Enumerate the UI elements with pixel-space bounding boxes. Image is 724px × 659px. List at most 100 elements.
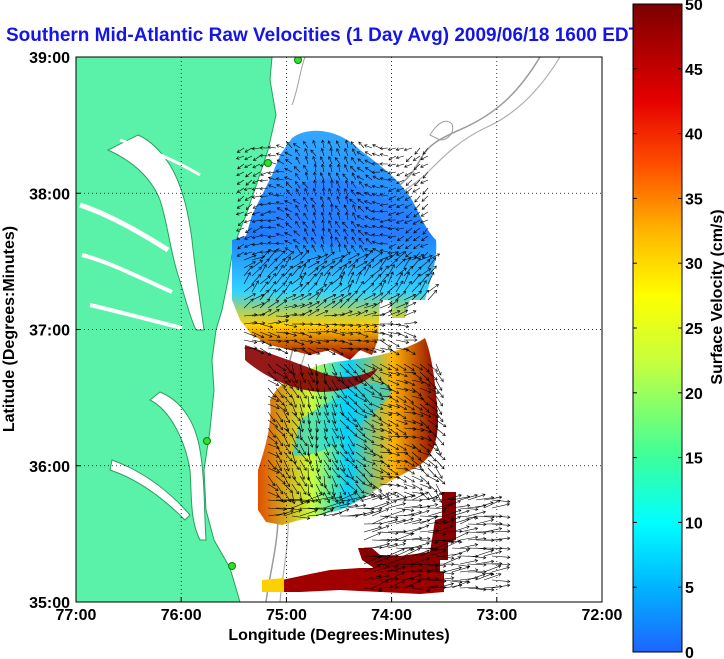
velocity-arrow-head bbox=[434, 376, 438, 381]
velocity-arrow-head bbox=[323, 283, 327, 288]
velocity-arrow-head bbox=[330, 203, 334, 207]
velocity-arrow-head bbox=[405, 253, 409, 258]
velocity-arrow bbox=[427, 387, 439, 394]
velocity-arrow-head bbox=[334, 403, 338, 408]
velocity-arrow bbox=[245, 171, 253, 178]
velocity-arrow bbox=[355, 331, 369, 338]
velocity-arrow bbox=[246, 203, 253, 210]
velocity-arrow-head bbox=[498, 495, 503, 500]
velocity-arrow bbox=[405, 235, 413, 242]
velocity-arrow bbox=[351, 172, 357, 181]
chesapeake-bay bbox=[106, 134, 205, 331]
velocity-arrow bbox=[395, 363, 407, 371]
velocity-arrow-head bbox=[297, 449, 301, 454]
velocity-arrow-head bbox=[381, 331, 386, 336]
velocity-arrow bbox=[427, 571, 447, 573]
velocity-arrow-head bbox=[321, 203, 325, 208]
velocity-arrow bbox=[411, 371, 422, 380]
velocity-arrow-head bbox=[387, 171, 391, 175]
velocity-arrow bbox=[427, 427, 437, 437]
velocity-arrow-head bbox=[308, 293, 312, 297]
velocity-arrow bbox=[379, 519, 398, 525]
velocity-arrow bbox=[303, 165, 309, 173]
velocity-arrow-head bbox=[414, 320, 418, 325]
velocity-arrow bbox=[323, 314, 337, 317]
velocity-arrow bbox=[411, 451, 422, 461]
velocity-arrow bbox=[307, 331, 321, 334]
velocity-arrow-head bbox=[458, 551, 463, 556]
velocity-arrow-head bbox=[323, 485, 327, 489]
velocity-arrow bbox=[244, 147, 253, 153]
velocity-arrow-head bbox=[466, 525, 470, 529]
velocity-arrow bbox=[315, 395, 320, 408]
velocity-arrow bbox=[275, 347, 288, 354]
velocity-arrow-head bbox=[272, 288, 276, 293]
velocity-arrow bbox=[299, 272, 307, 285]
velocity-arrow-head bbox=[497, 573, 502, 577]
velocity-arrow-head bbox=[410, 400, 414, 404]
velocity-arrow bbox=[372, 225, 381, 229]
velocity-arrow-head bbox=[350, 271, 355, 276]
velocity-arrow bbox=[387, 566, 406, 573]
velocity-arrow-head bbox=[395, 211, 400, 216]
velocity-arrow bbox=[275, 300, 287, 309]
velocity-arrow-head bbox=[458, 583, 463, 588]
velocity-arrow-head bbox=[301, 342, 305, 346]
velocity-arrow bbox=[379, 331, 393, 337]
velocity-arrow bbox=[412, 171, 421, 176]
velocity-arrow-head bbox=[397, 434, 401, 439]
velocity-arrow bbox=[421, 211, 429, 217]
velocity-arrow-head bbox=[295, 212, 299, 217]
velocity-arrow-head bbox=[364, 151, 369, 155]
velocity-arrow bbox=[252, 163, 261, 169]
velocity-arrow-head bbox=[321, 179, 326, 183]
velocity-arrow bbox=[283, 294, 296, 301]
velocity-arrow-head bbox=[354, 290, 358, 294]
velocity-arrow-head bbox=[405, 340, 410, 344]
velocity-arrow-head bbox=[395, 220, 400, 224]
velocity-arrow bbox=[251, 294, 264, 301]
velocity-arrow bbox=[285, 222, 293, 229]
velocity-arrow-head bbox=[288, 370, 293, 374]
velocity-arrow-head bbox=[326, 499, 330, 504]
velocity-arrow-head bbox=[380, 460, 385, 464]
velocity-arrow bbox=[323, 435, 331, 447]
velocity-arrow bbox=[379, 379, 390, 388]
velocity-arrow-head bbox=[439, 387, 443, 392]
velocity-arrow-head bbox=[457, 556, 462, 560]
velocity-arrow-head bbox=[295, 148, 299, 153]
velocity-arrow-head bbox=[364, 159, 369, 163]
velocity-arrow bbox=[315, 260, 328, 269]
velocity-arrow-head bbox=[414, 182, 418, 187]
velocity-arrow-head bbox=[303, 236, 307, 241]
velocity-arrow-head bbox=[312, 187, 317, 192]
velocity-arrow bbox=[268, 146, 277, 149]
velocity-arrow bbox=[411, 510, 430, 517]
velocity-arrow-head bbox=[434, 368, 438, 372]
velocity-arrow-head bbox=[261, 302, 265, 306]
velocity-arrow bbox=[331, 294, 344, 301]
velocity-arrow-head bbox=[434, 447, 439, 452]
velocity-arrow bbox=[467, 563, 486, 566]
velocity-arrow bbox=[363, 311, 377, 317]
velocity-arrow-head bbox=[326, 452, 330, 456]
velocity-arrow bbox=[267, 483, 279, 491]
velocity-arrow-head bbox=[337, 163, 341, 168]
velocity-arrow-head bbox=[411, 382, 416, 386]
velocity-arrow bbox=[236, 171, 245, 176]
velocity-arrow-head bbox=[343, 204, 347, 208]
velocity-arrow-head bbox=[379, 168, 384, 173]
velocity-arrow bbox=[363, 274, 374, 285]
velocity-arrow-head bbox=[388, 212, 392, 216]
velocity-arrow-head bbox=[395, 431, 399, 435]
velocity-arrow-head bbox=[303, 140, 307, 145]
velocity-arrow bbox=[395, 403, 407, 410]
velocity-arrow-head bbox=[408, 280, 412, 285]
velocity-arrow bbox=[283, 251, 294, 261]
velocity-arrow bbox=[307, 507, 326, 510]
velocity-arrow bbox=[339, 403, 344, 416]
velocity-arrow-head bbox=[426, 541, 430, 546]
velocity-arrow bbox=[267, 273, 276, 285]
velocity-arrow bbox=[331, 475, 338, 488]
